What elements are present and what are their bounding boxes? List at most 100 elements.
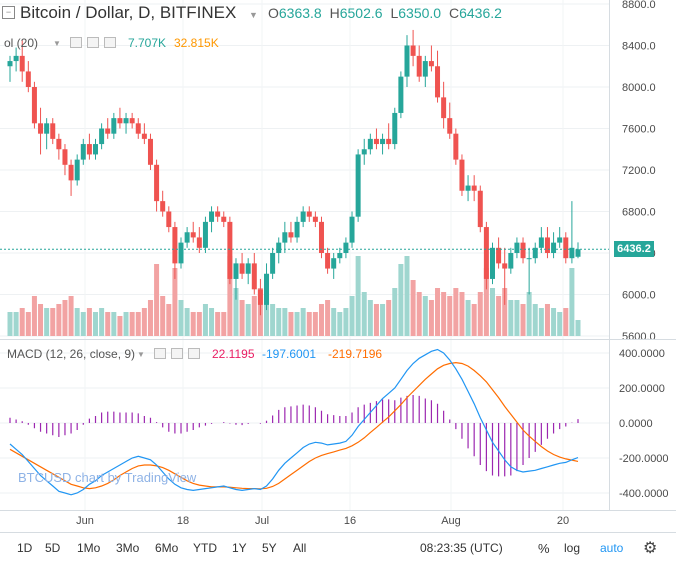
candle-body <box>172 227 178 264</box>
symbol-title[interactable]: Bitcoin / Dollar, D, BITFINEX <box>20 3 237 22</box>
settings-gear-icon[interactable]: ⚙ <box>643 540 658 557</box>
candle-body <box>349 216 355 243</box>
range-button-ytd[interactable]: YTD <box>193 541 217 555</box>
range-button-3mo[interactable]: 3Mo <box>116 541 140 555</box>
symbol-menu-icon[interactable]: ▼ <box>249 10 258 20</box>
study-remove-icon[interactable] <box>104 37 116 48</box>
time-tick-label: 16 <box>344 515 356 527</box>
candle-body <box>410 45 416 56</box>
percent-toggle[interactable]: % <box>538 541 550 556</box>
macd-menu-icon[interactable]: ▼ <box>137 350 145 359</box>
candle-body <box>496 247 502 264</box>
macd-remove-icon[interactable] <box>188 348 200 359</box>
volume-bar <box>532 304 538 336</box>
volume-bar <box>141 308 147 336</box>
volume-bar <box>190 312 196 336</box>
volume-bar <box>435 288 441 336</box>
price-tick-label: 8400.0 <box>622 41 656 53</box>
tradingview-watermark[interactable]: BTCUSD chart by TradingView <box>18 470 197 485</box>
auto-toggle[interactable]: auto <box>600 541 624 555</box>
range-button-5d[interactable]: 5D <box>45 541 61 555</box>
volume-bar <box>288 312 294 336</box>
volume-bar <box>117 316 123 336</box>
collapse-icon[interactable]: − <box>2 6 15 19</box>
candle-body <box>428 61 434 67</box>
macd-eye-icon[interactable] <box>154 348 166 359</box>
volume-bar <box>355 256 361 336</box>
open-label: O <box>268 5 279 21</box>
macd-signal-value: -219.7196 <box>328 347 383 361</box>
candle-body <box>312 216 318 222</box>
price-tick-label: 8000.0 <box>622 82 656 94</box>
study-settings-icon[interactable] <box>87 37 99 48</box>
candle-body <box>453 133 459 160</box>
volume-bar <box>80 312 86 336</box>
candle-body <box>361 149 367 155</box>
volume-bar <box>196 312 202 336</box>
candle-body <box>25 71 31 87</box>
candle-body <box>215 211 221 217</box>
candle-body <box>44 123 50 134</box>
volume-bar <box>367 300 373 336</box>
candle-body <box>557 237 563 243</box>
range-button-1mo[interactable]: 1Mo <box>77 541 101 555</box>
candle-body <box>563 237 569 259</box>
volume-bar <box>361 292 367 336</box>
candle-body <box>50 123 56 139</box>
ohlc-readout: O6363.8 H6502.6 L6350.0 C6436.2 <box>268 5 502 21</box>
volume-bar <box>215 312 221 336</box>
high-value: 6502.6 <box>339 5 383 21</box>
range-button-1d[interactable]: 1D <box>17 541 33 555</box>
price-tick-label: 6800.0 <box>622 207 656 219</box>
volume-bar <box>331 308 337 336</box>
volume-bar <box>233 288 239 336</box>
volume-bar <box>123 312 129 336</box>
candle-body <box>398 76 404 113</box>
candle-body <box>111 118 117 134</box>
candle-body <box>13 55 19 62</box>
macd-tick-label: 0.0000 <box>619 418 653 430</box>
candle-body <box>270 253 276 274</box>
candle-body <box>141 133 147 139</box>
volume-bar <box>465 300 471 336</box>
candle-body <box>68 164 74 181</box>
candle-body <box>184 232 190 243</box>
candle-body <box>337 253 343 259</box>
candle-body <box>508 253 514 269</box>
volume-bar <box>172 268 178 336</box>
volume-study-name[interactable]: ol (20) <box>4 36 39 50</box>
range-button-1y[interactable]: 1Y <box>232 541 247 555</box>
volume-bar <box>68 296 74 336</box>
study-eye-icon[interactable] <box>70 37 82 48</box>
candle-body <box>160 201 166 212</box>
volume-menu-icon[interactable]: ▼ <box>53 39 61 48</box>
range-button-6mo[interactable]: 6Mo <box>155 541 179 555</box>
macd-study-name[interactable]: MACD (12, 26, close, 9) <box>7 347 136 361</box>
volume-bar <box>209 308 215 336</box>
candle-body <box>502 263 508 269</box>
volume-bar <box>294 312 300 336</box>
volume-bar <box>227 256 233 336</box>
range-button-all[interactable]: All <box>293 541 307 555</box>
candle-body <box>520 242 526 259</box>
candle-body <box>221 216 227 222</box>
log-toggle[interactable]: log <box>564 541 581 555</box>
macd-settings-icon[interactable] <box>171 348 183 359</box>
volume-value: 7.707K <box>128 36 167 50</box>
volume-bar <box>502 288 508 336</box>
volume-bar <box>160 296 166 336</box>
candle-body <box>7 61 13 67</box>
volume-bar <box>422 296 428 336</box>
volume-bar <box>569 268 575 336</box>
candle-body <box>135 123 141 134</box>
range-button-5y[interactable]: 5Y <box>262 541 277 555</box>
candle-body <box>514 242 520 253</box>
candle-body <box>306 211 312 217</box>
volume-bar <box>557 312 563 336</box>
volume-bar <box>489 288 495 336</box>
time-tick-label: 20 <box>557 515 569 527</box>
candle-body <box>117 118 123 124</box>
macd-pane <box>9 348 579 496</box>
volume-bar <box>7 312 13 336</box>
